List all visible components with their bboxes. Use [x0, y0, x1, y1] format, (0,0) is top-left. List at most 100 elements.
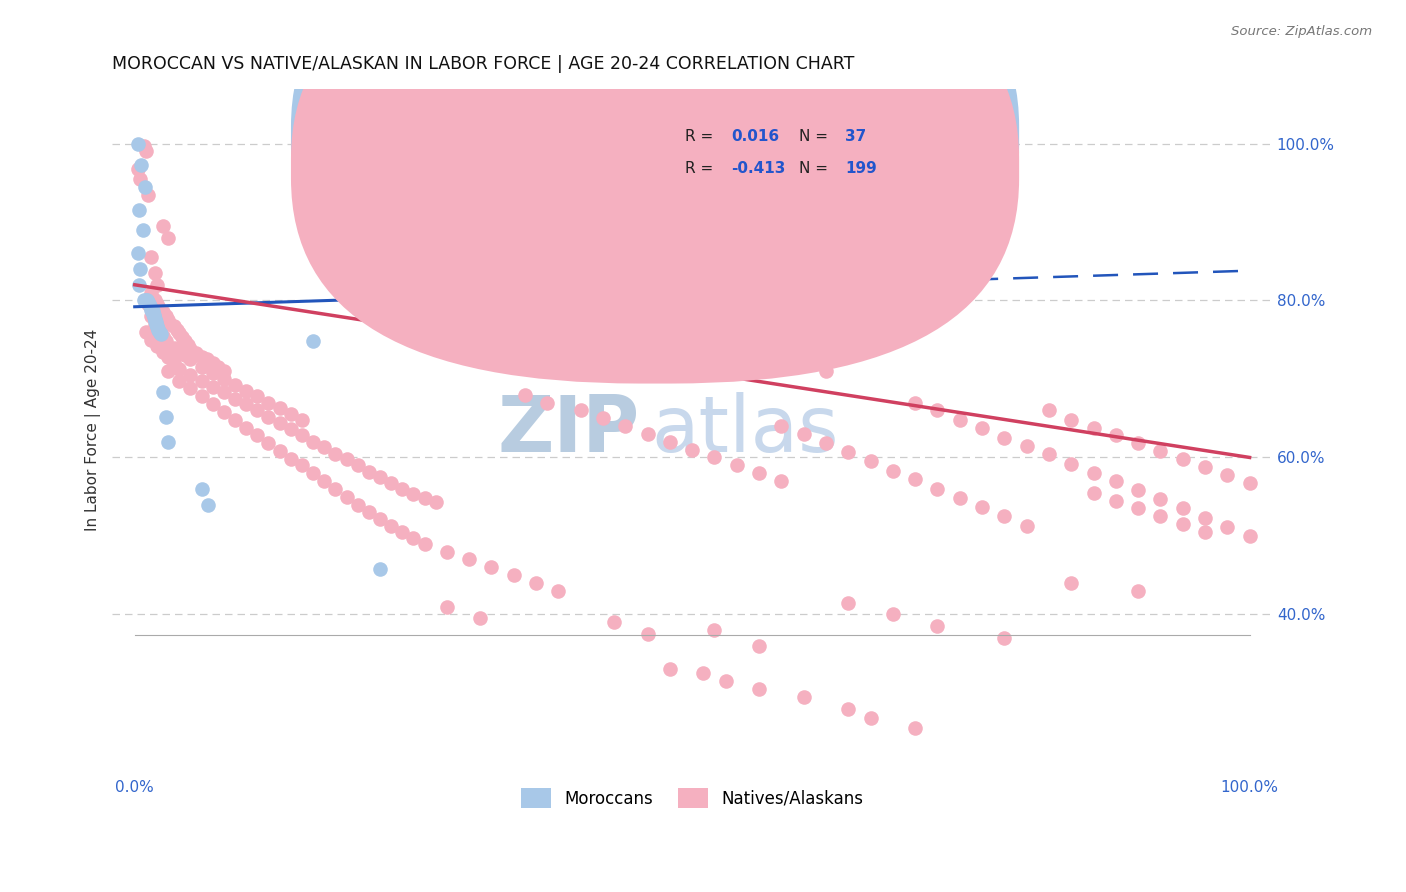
Point [291, 413, 314, 427]
Point [536, 395, 558, 409]
Point [314, 440, 336, 454]
Point [152, 328, 174, 343]
Point [1171, 452, 1194, 467]
Point [148, 325, 170, 339]
Point [155, 334, 177, 349]
Point [1194, 511, 1216, 525]
Point [169, 361, 191, 376]
Point [224, 392, 246, 406]
Point [1239, 529, 1261, 543]
Point [1038, 447, 1060, 461]
Point [136, 187, 159, 202]
FancyBboxPatch shape [291, 0, 1019, 384]
Point [335, 452, 357, 467]
Point [436, 544, 458, 558]
Point [141, 304, 163, 318]
Point [1038, 403, 1060, 417]
Point [141, 301, 163, 315]
Point [1105, 493, 1128, 508]
Point [155, 309, 177, 323]
Point [458, 325, 481, 339]
Text: R =: R = [685, 161, 718, 176]
Text: atlas: atlas [651, 392, 839, 468]
Point [524, 576, 547, 591]
Point [212, 372, 235, 386]
Point [1015, 439, 1038, 453]
Point [402, 487, 425, 501]
Point [748, 639, 770, 653]
Point [814, 436, 837, 450]
Y-axis label: In Labor Force | Age 20-24: In Labor Force | Age 20-24 [86, 329, 101, 531]
Point [357, 505, 380, 519]
Point [143, 266, 166, 280]
Point [637, 627, 659, 641]
Point [173, 334, 195, 349]
Point [169, 326, 191, 341]
Point [148, 301, 170, 316]
Point [1060, 413, 1083, 427]
Legend: Moroccans, Natives/Alaskans: Moroccans, Natives/Alaskans [515, 781, 870, 814]
Point [882, 607, 904, 622]
Point [177, 338, 200, 352]
Point [614, 336, 637, 351]
Point [141, 309, 163, 323]
Point [391, 524, 413, 539]
Point [212, 405, 235, 419]
Point [547, 356, 569, 370]
Point [163, 356, 186, 370]
Point [201, 397, 224, 411]
Point [1083, 466, 1105, 480]
Point [257, 436, 280, 450]
Point [157, 434, 180, 449]
Point [129, 262, 152, 277]
Point [155, 409, 177, 424]
Point [859, 711, 882, 725]
Point [692, 666, 714, 681]
Point [1149, 509, 1171, 524]
Point [1216, 519, 1239, 533]
Point [136, 295, 159, 310]
Point [143, 314, 166, 328]
Point [681, 442, 703, 457]
Point [302, 466, 325, 480]
Point [146, 297, 169, 311]
Point [135, 325, 157, 339]
Point [197, 498, 219, 512]
Point [212, 385, 235, 400]
Point [235, 420, 257, 434]
Point [413, 537, 436, 551]
Point [993, 509, 1015, 524]
Point [368, 470, 391, 484]
Point [127, 137, 149, 152]
Point [246, 428, 269, 442]
Point [146, 318, 169, 333]
Point [143, 293, 166, 308]
Point [524, 348, 547, 362]
Point [993, 431, 1015, 445]
Point [380, 476, 402, 491]
Point [136, 293, 159, 308]
Text: -0.413: -0.413 [731, 161, 786, 176]
Point [173, 348, 195, 362]
Point [132, 293, 155, 308]
Point [146, 277, 169, 292]
Point [325, 446, 347, 460]
Point [725, 458, 748, 473]
Point [128, 203, 150, 218]
Point [224, 378, 246, 392]
Point [481, 560, 503, 574]
Point [814, 364, 837, 378]
Point [143, 317, 166, 331]
Point [224, 413, 246, 427]
Point [246, 403, 269, 417]
Point [179, 352, 201, 367]
Point [368, 511, 391, 525]
Text: Source: ZipAtlas.com: Source: ZipAtlas.com [1232, 25, 1372, 38]
Point [135, 145, 157, 159]
Point [325, 482, 347, 496]
Point [291, 428, 314, 442]
Point [904, 721, 927, 735]
Text: 199: 199 [845, 161, 877, 176]
Point [904, 395, 927, 409]
Point [547, 583, 569, 598]
